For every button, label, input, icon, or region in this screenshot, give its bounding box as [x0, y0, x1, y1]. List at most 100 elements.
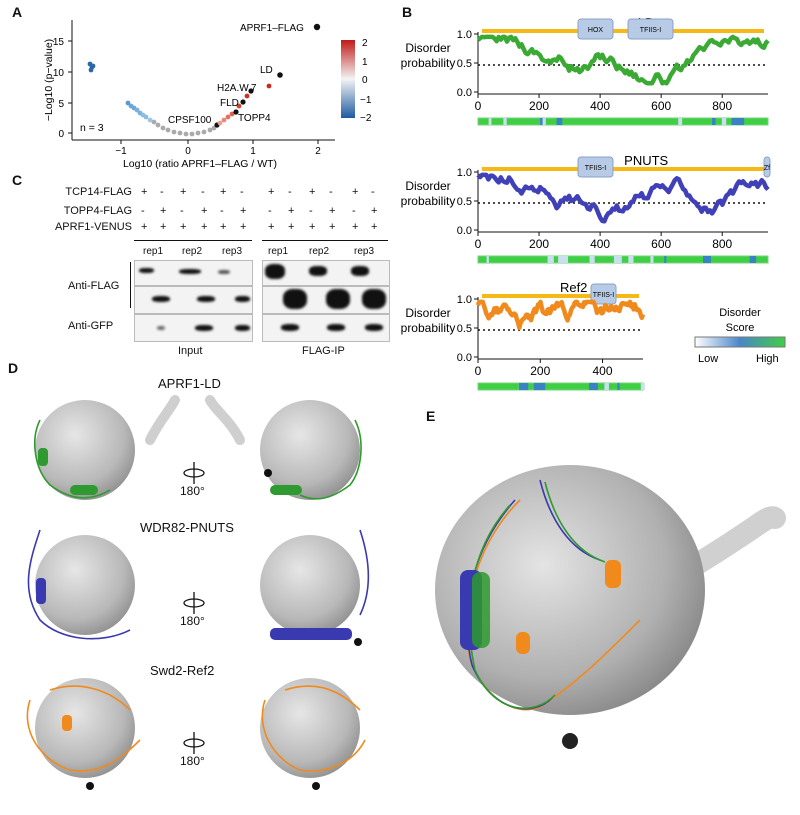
- rep-label: rep3: [354, 246, 375, 257]
- disorder-title: PNUTS: [624, 153, 668, 168]
- volcano-xlabel: Log10 (ratio APRF1–FLAG / WT): [123, 158, 277, 170]
- divider: [134, 240, 252, 241]
- disorder-ylabel: probability: [401, 56, 456, 70]
- blot-ip-flag-bottom: [262, 286, 390, 314]
- ytick-label: 0.5: [457, 323, 472, 335]
- ytick-label: 1.0: [457, 294, 472, 306]
- sign-cell: +: [160, 221, 167, 233]
- disorder-trace: [475, 299, 646, 331]
- panel-label-e: E: [426, 408, 436, 424]
- ytick-label: 0: [58, 129, 64, 140]
- ytick-label: 0.5: [457, 196, 472, 208]
- domain-label: TFIIS-I: [585, 165, 606, 172]
- sign-cell: +: [352, 221, 359, 233]
- blot-ip-flag-top: [262, 260, 390, 286]
- blot-input-gfp: [134, 314, 253, 342]
- sign-cell: +: [141, 186, 148, 198]
- rotation-label: 180°: [180, 754, 205, 768]
- ytick-label: 15: [53, 37, 65, 48]
- disorder-title: Ref2: [560, 280, 587, 295]
- domain-label: TFIIS-I: [640, 27, 661, 34]
- rotate-icon: [183, 592, 205, 614]
- wd40-surface: [435, 465, 705, 715]
- svg-text:High: High: [756, 353, 779, 365]
- volcano-yticks: 0 5 10 15: [53, 37, 72, 140]
- structure-panel-d: [26, 395, 370, 790]
- struct-title-pnuts: WDR82-PNUTS: [140, 520, 234, 535]
- sign-cell: +: [309, 186, 316, 198]
- helix-ref2: [516, 632, 530, 654]
- colorbar-tick: 1: [362, 57, 368, 68]
- struct-ld-front: [34, 395, 180, 500]
- sign-cell: +: [268, 186, 275, 198]
- colorbar-tick: 0: [362, 75, 368, 86]
- sign-cell: -: [201, 186, 205, 198]
- row-label: TCP14-FLAG: [65, 186, 132, 198]
- group-label-input: Input: [178, 345, 203, 357]
- disorder-trace: [476, 172, 770, 224]
- xtick-label: 800: [712, 237, 732, 251]
- svg-text:Disorder: Disorder: [719, 307, 761, 319]
- blot-label-flag: Anti-FLAG: [68, 280, 120, 292]
- rep-label: rep3: [222, 246, 243, 257]
- sign-cell: +: [288, 221, 295, 233]
- rotation-label: 180°: [180, 484, 205, 498]
- xtick-label: 1: [250, 146, 256, 157]
- disorder-trace: [476, 34, 770, 86]
- xtick-label: 400: [590, 237, 610, 251]
- sign-cell: -: [288, 186, 292, 198]
- annot-ld: LD: [260, 65, 273, 76]
- helix-ref2: [605, 560, 621, 588]
- sign-cell: +: [141, 221, 148, 233]
- domain-label: HOX: [588, 27, 604, 34]
- annot-aprf1: APRF1–FLAG: [240, 23, 304, 34]
- xtick-label: 2: [315, 146, 321, 157]
- sign-cell: +: [160, 205, 167, 217]
- xtick-label: 400: [590, 99, 610, 113]
- sign-cell: +: [309, 221, 316, 233]
- xtick-label: 600: [651, 99, 671, 113]
- sign-cell: +: [371, 205, 378, 217]
- xtick-label: 0: [475, 99, 482, 113]
- struct-ld-back: [205, 395, 362, 500]
- panel-label-d: D: [8, 360, 19, 376]
- sign-cell: -: [268, 205, 272, 217]
- sign-cell: -: [240, 186, 244, 198]
- volcano-points: [87, 23, 321, 137]
- sign-cell: +: [371, 221, 378, 233]
- sign-cell: +: [201, 205, 208, 217]
- disorder-ylabel: probability: [401, 321, 456, 335]
- sign-cell: -: [371, 186, 375, 198]
- domain-label: Zf: [764, 165, 770, 172]
- xtick-label: −1: [115, 146, 127, 157]
- blot-input-flag-top: [134, 260, 253, 286]
- volcano-xticks: −1 0 1 2: [115, 140, 321, 157]
- xtick-label: 600: [651, 237, 671, 251]
- sign-cell: -: [141, 205, 145, 217]
- volcano-ylabel: −Log10 (p−value): [43, 39, 55, 121]
- xtick-label: 200: [529, 237, 549, 251]
- sign-cell: +: [240, 221, 247, 233]
- annot-topp4: TOPP4: [238, 113, 271, 124]
- sign-cell: +: [268, 221, 275, 233]
- sign-cell: +: [220, 221, 227, 233]
- rotate-icon: [183, 732, 205, 754]
- struct-title-ld: APRF1-LD: [158, 376, 221, 391]
- ytick-label: 0.0: [457, 352, 472, 364]
- divider: [262, 240, 388, 241]
- ytick-label: 10: [53, 68, 65, 79]
- panel-label-b: B: [402, 4, 413, 20]
- colorbar-tick: 2: [362, 38, 368, 49]
- group-label-ip: FLAG-IP: [302, 345, 345, 357]
- colorbar-tick: −2: [360, 113, 372, 124]
- sign-cell: +: [329, 205, 336, 217]
- sign-cell: +: [201, 221, 208, 233]
- disorder-legend: Disorder Score Low High: [694, 307, 786, 365]
- blot-label-gfp: Anti-GFP: [68, 320, 114, 332]
- xtick-label: 0: [475, 364, 482, 378]
- blot-input-flag-bottom: [134, 286, 253, 314]
- disorder-ylabel: Disorder: [405, 179, 450, 193]
